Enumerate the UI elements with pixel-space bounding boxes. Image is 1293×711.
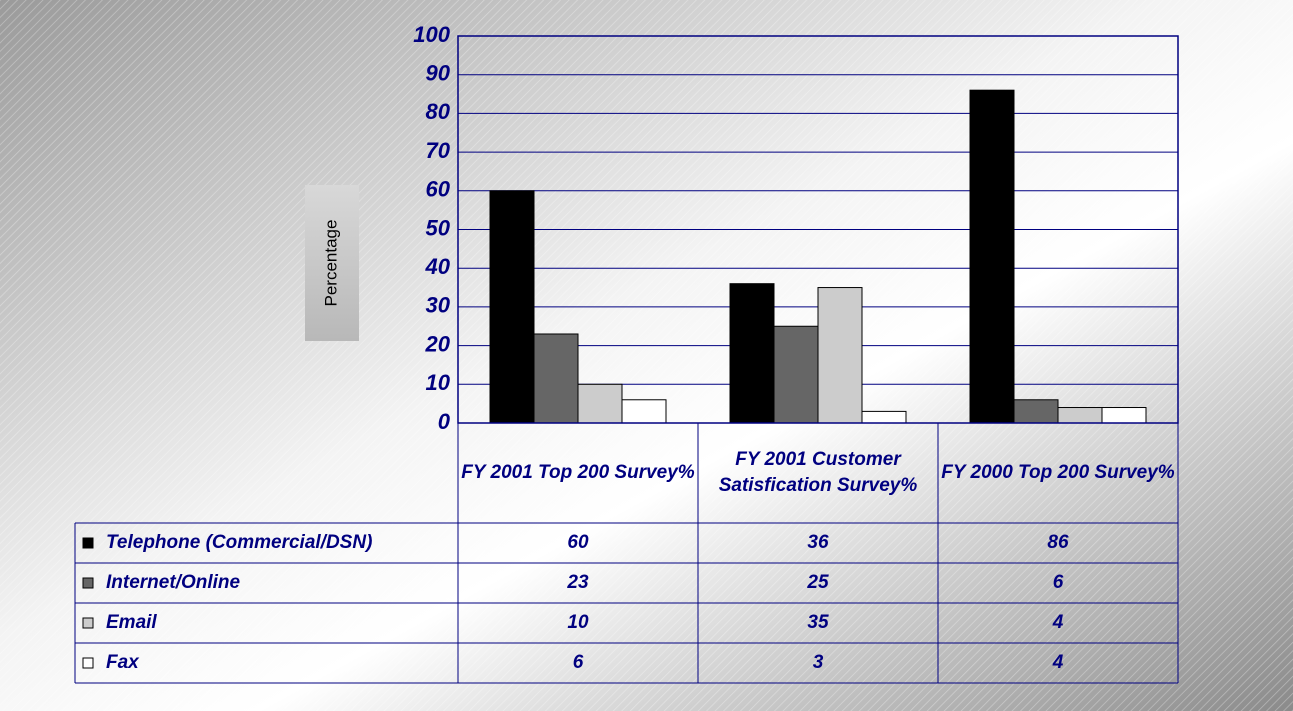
legend-label: Internet/Online [106, 572, 241, 593]
legend-label: Telephone (Commercial/DSN) [106, 532, 372, 553]
bar [817, 287, 863, 424]
bar [533, 333, 579, 424]
table-value: 10 [567, 612, 589, 633]
y-tick-label: 30 [426, 293, 451, 318]
x-tick-label: FY 2001 Customer Satisfication Survey% [718, 449, 918, 496]
table-value: 6 [573, 652, 584, 673]
y-axis-label: Percentage [321, 220, 340, 307]
legend-key [82, 577, 94, 589]
x-tick-label: FY 2000 Top 200 Survey% [941, 462, 1175, 483]
bar [729, 283, 775, 424]
y-tick-label: 60 [426, 177, 451, 202]
category-cell: FY 2001 Customer Satisfication Survey% [718, 449, 918, 496]
table-value: 4 [1052, 652, 1064, 673]
y-axis-label-box [305, 185, 359, 341]
x-tick-label: FY 2001 Top 200 Survey% [461, 462, 695, 483]
table-value: 36 [807, 532, 829, 553]
table-value: 25 [806, 572, 829, 593]
table-value: 35 [807, 612, 829, 633]
table-value: 86 [1047, 532, 1069, 553]
bar [577, 383, 623, 424]
bar [773, 325, 819, 424]
bar [489, 190, 535, 424]
y-tick-label: 90 [426, 61, 451, 86]
legend-key [82, 537, 94, 549]
legend-key [82, 617, 94, 629]
y-tick-label: 80 [426, 99, 451, 124]
y-tick-label: 40 [425, 254, 451, 279]
table-value: 60 [567, 532, 589, 553]
table-value: 4 [1052, 612, 1064, 633]
y-tick-label: 100 [413, 22, 450, 47]
legend-label: Email [106, 612, 157, 633]
table-value: 6 [1053, 572, 1064, 593]
table-value: 23 [566, 572, 589, 593]
y-tick-label: 50 [426, 215, 451, 240]
category-cell: FY 2001 Top 200 Survey% [461, 462, 695, 483]
y-tick-label: 20 [425, 331, 451, 356]
y-tick-label: 0 [438, 409, 451, 434]
bar [1101, 407, 1147, 424]
bar [1057, 407, 1103, 424]
legend-key [82, 657, 94, 669]
bar [621, 399, 667, 424]
bar [861, 410, 907, 424]
category-cell: FY 2000 Top 200 Survey% [941, 462, 1175, 483]
table-value: 3 [813, 652, 824, 673]
bar [1013, 399, 1059, 424]
bar [969, 89, 1015, 424]
y-tick-label: 10 [426, 370, 451, 395]
y-tick-label: 70 [426, 138, 451, 163]
legend-label: Fax [106, 652, 140, 673]
